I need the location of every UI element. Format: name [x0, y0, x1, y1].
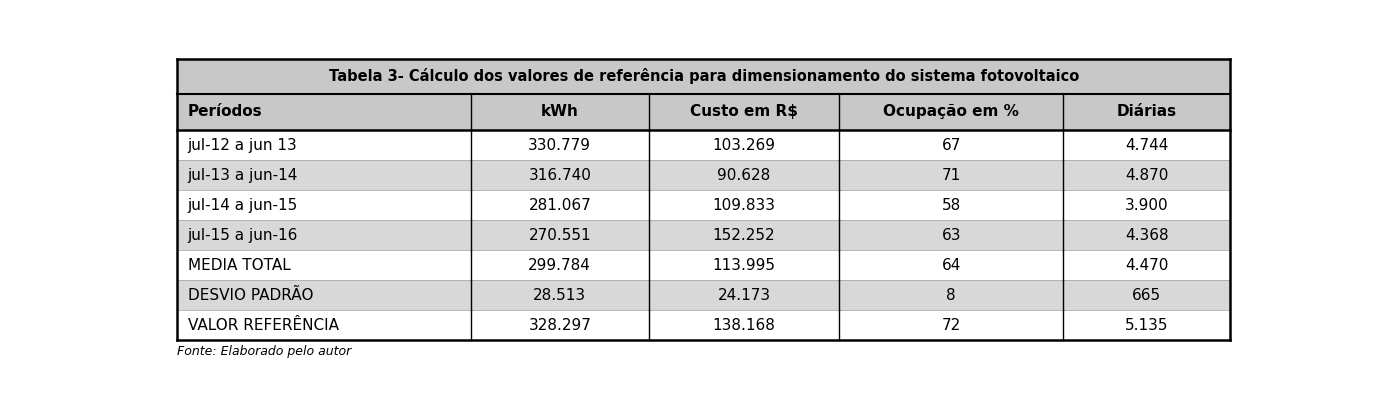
- Text: jul-13 a jun-14: jul-13 a jun-14: [188, 168, 298, 182]
- Text: 281.067: 281.067: [529, 198, 592, 212]
- Bar: [177, 220, 1230, 250]
- Text: 28.513: 28.513: [533, 288, 586, 303]
- Text: jul-12 a jun 13: jul-12 a jun 13: [188, 138, 298, 152]
- Text: DESVIO PADRÃO: DESVIO PADRÃO: [188, 288, 313, 303]
- Bar: [177, 280, 1230, 310]
- Text: Diárias: Diárias: [1116, 104, 1177, 119]
- Text: jul-15 a jun-16: jul-15 a jun-16: [188, 228, 298, 243]
- Bar: [177, 310, 1230, 340]
- Text: 330.779: 330.779: [529, 138, 592, 152]
- Text: 4.744: 4.744: [1126, 138, 1168, 152]
- Text: jul-14 a jun-15: jul-14 a jun-15: [188, 198, 298, 212]
- Text: Custo em R$: Custo em R$: [691, 104, 798, 119]
- Text: 58: 58: [942, 198, 961, 212]
- Text: Fonte: Elaborado pelo autor: Fonte: Elaborado pelo autor: [177, 345, 351, 358]
- Text: 316.740: 316.740: [529, 168, 592, 182]
- Text: MEDIA TOTAL: MEDIA TOTAL: [188, 258, 290, 273]
- Text: 665: 665: [1133, 288, 1162, 303]
- Text: kWh: kWh: [541, 104, 578, 119]
- Bar: [177, 130, 1230, 160]
- Text: 109.833: 109.833: [713, 198, 776, 212]
- Text: Ocupação em %: Ocupação em %: [883, 104, 1019, 119]
- Text: 103.269: 103.269: [713, 138, 776, 152]
- Text: 3.900: 3.900: [1124, 198, 1168, 212]
- Text: 63: 63: [942, 228, 961, 243]
- Bar: [177, 190, 1230, 220]
- Text: 71: 71: [942, 168, 961, 182]
- Text: 4.870: 4.870: [1126, 168, 1168, 182]
- Text: Períodos: Períodos: [188, 104, 262, 119]
- Bar: [177, 250, 1230, 280]
- Text: 270.551: 270.551: [529, 228, 590, 243]
- Text: 64: 64: [942, 258, 961, 273]
- Text: 5.135: 5.135: [1124, 318, 1168, 333]
- Text: 113.995: 113.995: [713, 258, 776, 273]
- Text: 24.173: 24.173: [718, 288, 770, 303]
- Text: 299.784: 299.784: [529, 258, 592, 273]
- Text: 67: 67: [942, 138, 961, 152]
- Text: 90.628: 90.628: [717, 168, 770, 182]
- Text: 4.368: 4.368: [1124, 228, 1168, 243]
- Text: 72: 72: [942, 318, 961, 333]
- Text: 138.168: 138.168: [713, 318, 776, 333]
- Text: 4.470: 4.470: [1126, 258, 1168, 273]
- Text: 152.252: 152.252: [713, 228, 776, 243]
- Text: 8: 8: [946, 288, 956, 303]
- Text: Tabela 3- Cálculo dos valores de referência para dimensionamento do sistema foto: Tabela 3- Cálculo dos valores de referên…: [328, 68, 1079, 84]
- Text: VALOR REFERÊNCIA: VALOR REFERÊNCIA: [188, 318, 339, 333]
- Bar: [177, 160, 1230, 190]
- Text: 328.297: 328.297: [529, 318, 592, 333]
